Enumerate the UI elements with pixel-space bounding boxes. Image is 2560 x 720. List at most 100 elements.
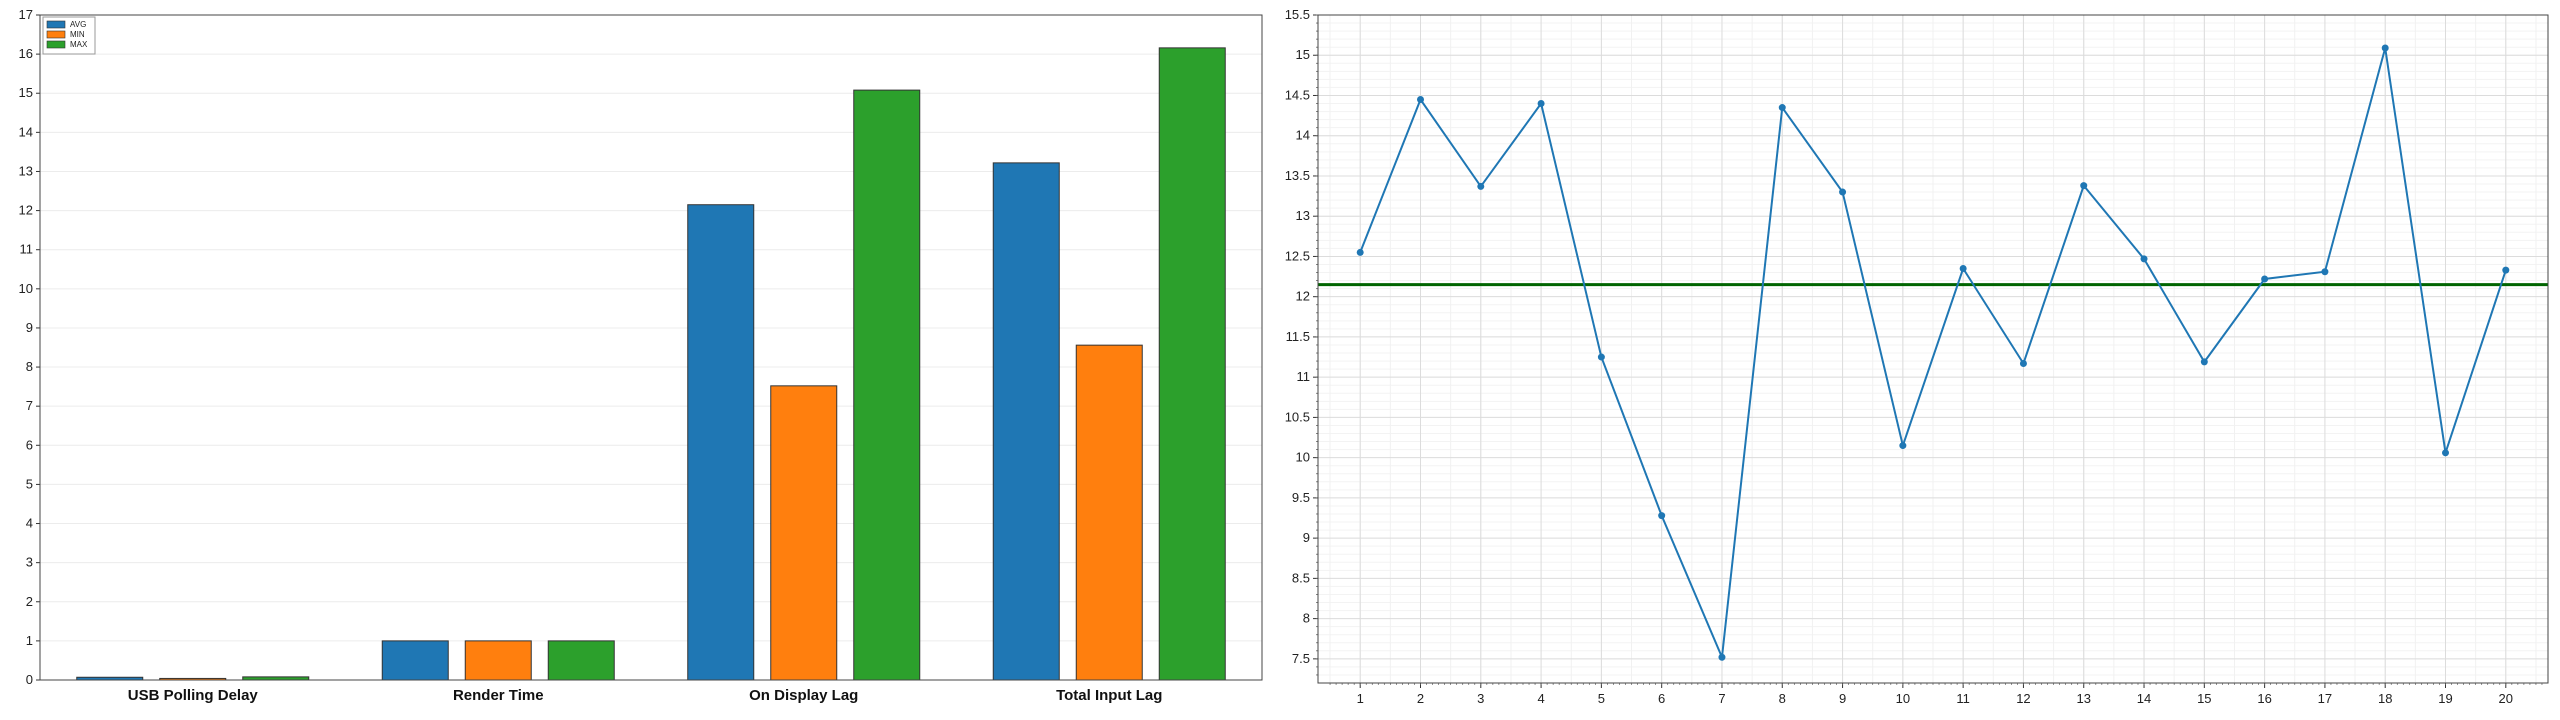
data-point: [1597, 353, 1605, 361]
y-tick-label: 7: [26, 398, 33, 413]
y-tick-label: 12.5: [1285, 248, 1310, 263]
y-tick-label: 16: [19, 46, 33, 61]
y-tick-label: 9: [1303, 530, 1310, 545]
data-point: [1477, 182, 1485, 190]
legend-label: AVG: [70, 20, 86, 29]
y-tick-label: 1: [26, 633, 33, 648]
category-label: On Display Lag: [749, 687, 858, 704]
series-line: [1359, 47, 2507, 662]
category-label: USB Polling Delay: [128, 687, 259, 704]
bar-min: [770, 385, 838, 681]
y-tick-label: 15.5: [1285, 7, 1310, 22]
y-tick-label: 14: [19, 124, 33, 139]
plot-frame: [39, 14, 1263, 681]
data-point: [1839, 188, 1847, 196]
y-tick-label: 8: [26, 359, 33, 374]
y-tick-label: 11: [1297, 369, 1311, 384]
data-point: [1899, 442, 1907, 450]
data-point: [1658, 512, 1666, 520]
data-point: [2200, 358, 2208, 366]
x-tick-label: 13: [2077, 691, 2091, 706]
data-point: [1778, 104, 1786, 112]
x-tick-label: 15: [2197, 691, 2211, 706]
data-point: [2381, 44, 2389, 52]
data-point: [1959, 265, 1967, 273]
y-tick-label: 17: [19, 7, 33, 22]
y-tick-label: 8: [1303, 611, 1310, 626]
bar-avg: [381, 640, 449, 681]
y-tick-label: 13: [19, 163, 33, 178]
bar-min: [1075, 344, 1143, 681]
x-tick-label: 5: [1598, 691, 1605, 706]
plot-frame: [1317, 14, 2549, 684]
y-tick-label: 14.5: [1285, 87, 1310, 102]
legend-label: MIN: [70, 30, 85, 39]
y-tick-label: 11: [20, 242, 34, 257]
x-tick-label: 10: [1896, 691, 1910, 706]
x-tick-label: 1: [1357, 691, 1364, 706]
y-tick-label: 0: [26, 672, 33, 687]
bar-avg: [992, 162, 1060, 681]
y-tick-label: 14: [1296, 128, 1310, 143]
x-tick-label: 4: [1537, 691, 1544, 706]
bar-max: [853, 89, 921, 681]
data-point: [2321, 268, 2329, 276]
y-tick-label: 12: [1296, 289, 1310, 304]
y-tick-label: 6: [26, 437, 33, 452]
bar-min: [464, 640, 532, 681]
data-point: [1718, 653, 1726, 661]
y-tick-label: 2: [26, 594, 33, 609]
y-tick-label: 10: [19, 281, 33, 296]
y-tick-label: 10.5: [1285, 409, 1310, 424]
y-tick-label: 15: [1296, 47, 1310, 62]
y-tick-label: 11.5: [1286, 329, 1310, 344]
data-point: [2140, 255, 2148, 263]
y-tick-label: 8.5: [1292, 570, 1310, 585]
x-tick-label: 9: [1839, 691, 1846, 706]
x-tick-label: 2: [1417, 691, 1424, 706]
y-tick-label: 15: [19, 85, 33, 100]
y-tick-label: 7.5: [1292, 651, 1310, 666]
y-tick-label: 4: [26, 516, 33, 531]
x-tick-label: 16: [2257, 691, 2271, 706]
y-tick-label: 5: [26, 476, 33, 491]
data-point: [2442, 449, 2449, 457]
x-tick-label: 8: [1779, 691, 1786, 706]
legend-swatch: [46, 40, 66, 49]
category-label: Total Input Lag: [1056, 687, 1162, 704]
y-tick-label: 9.5: [1292, 490, 1310, 505]
y-tick-label: 3: [26, 555, 33, 570]
bar-max: [1158, 47, 1226, 681]
y-tick-label: 13: [1296, 208, 1310, 223]
x-tick-label: 6: [1658, 691, 1665, 706]
data-point: [2080, 182, 2088, 190]
y-tick-label: 10: [1296, 450, 1310, 465]
data-point: [1356, 248, 1364, 256]
x-tick-label: 12: [2016, 691, 2030, 706]
line-chart: 7.588.599.51010.51111.51212.51313.51414.…: [1285, 7, 2549, 706]
x-tick-label: 19: [2438, 691, 2452, 706]
x-tick-label: 20: [2499, 691, 2513, 706]
bar-avg: [687, 204, 755, 681]
y-tick-label: 12: [19, 203, 33, 218]
x-tick-label: 11: [1956, 691, 1970, 706]
x-tick-label: 18: [2378, 691, 2392, 706]
legend-swatch: [46, 20, 66, 29]
x-tick-label: 17: [2318, 691, 2332, 706]
legend-swatch: [46, 30, 66, 39]
x-tick-label: 14: [2137, 691, 2151, 706]
data-point: [2019, 359, 2027, 367]
y-tick-label: 13.5: [1285, 168, 1310, 183]
x-tick-label: 3: [1477, 691, 1484, 706]
data-point: [2261, 275, 2269, 283]
y-tick-label: 9: [26, 320, 33, 335]
x-tick-label: 7: [1718, 691, 1725, 706]
bar-max: [547, 640, 615, 681]
category-label: Render Time: [453, 687, 544, 704]
data-point: [1537, 100, 1545, 108]
data-point: [1417, 96, 1424, 104]
legend-label: MAX: [70, 40, 88, 49]
